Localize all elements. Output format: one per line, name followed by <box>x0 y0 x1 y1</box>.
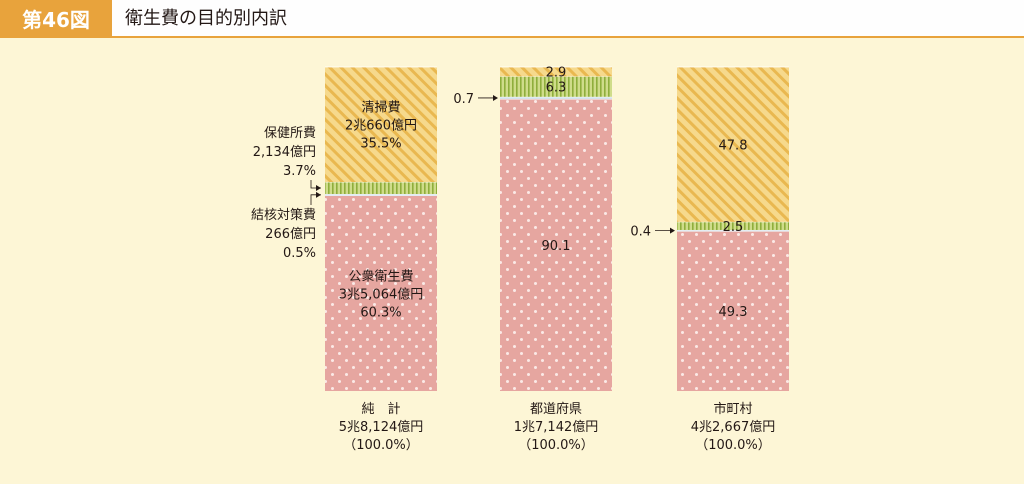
segment-label-public_health-0: 公衆衛生費 <box>348 268 413 284</box>
health-center-annotation: 保健所費 <box>264 126 316 141</box>
bar-segment-public_health-2 <box>677 231 789 391</box>
figure-number-badge: 第46図 <box>0 0 112 37</box>
municipal-tb-label: 0.4 <box>630 225 651 240</box>
category-label-2: 市町村 <box>713 401 752 417</box>
category-label-1: （100.0%） <box>518 438 594 453</box>
bar-segment-tuberculosis-0 <box>325 194 437 196</box>
category-label-2: 4兆2,667億円 <box>691 419 776 435</box>
category-label-1: 都道府県 <box>530 402 582 417</box>
bar-segment-health_center-2 <box>677 221 789 230</box>
bar-segment-public_health-0 <box>325 195 437 391</box>
category-label-0: 5兆8,124億円 <box>339 419 424 435</box>
category-label-0: （100.0%） <box>343 438 419 453</box>
leader-arrowhead <box>316 191 321 198</box>
bar-segment-cleaning-2 <box>677 67 789 222</box>
tuberculosis-annotation: 266億円 <box>265 226 316 242</box>
bar-segment-public_health-1 <box>500 99 612 392</box>
header-bar <box>0 0 1024 36</box>
segment-label-cleaning-0: 35.5% <box>360 137 401 152</box>
prefecture-tb-arrowhead <box>493 94 498 101</box>
segment-label-cleaning-0: 2兆660億円 <box>345 118 417 134</box>
segment-label-public_health-2: 49.3 <box>719 305 748 320</box>
tuberculosis-annotation: 結核対策費 <box>251 207 316 223</box>
health-center-annotation: 3.7% <box>283 164 316 179</box>
segment-label-cleaning-2: 47.8 <box>719 138 748 153</box>
municipal-tb-arrowhead <box>670 227 675 234</box>
segment-label-cleaning-1: 2.9 <box>546 66 567 81</box>
bar-segment-health_center-1 <box>500 76 612 97</box>
bar-segment-health_center-0 <box>325 182 437 195</box>
category-label-0: 純 計 <box>361 401 400 417</box>
bar-segment-tuberculosis-2 <box>677 229 789 232</box>
segment-label-health_center-2: 2.5 <box>723 220 744 235</box>
segment-label-public_health-1: 90.1 <box>542 239 571 254</box>
segment-label-health_center-1: 6.3 <box>546 81 567 96</box>
segment-label-cleaning-0: 清掃費 <box>361 100 400 116</box>
health-center-annotation: 2,134億円 <box>253 144 316 160</box>
segment-label-public_health-0: 3兆5,064億円 <box>339 286 424 302</box>
header-divider <box>0 36 1024 38</box>
prefecture-tb-label: 0.7 <box>453 92 474 107</box>
category-label-1: 1兆7,142億円 <box>514 419 599 435</box>
leader-arrowhead <box>316 185 321 192</box>
bar-segment-cleaning-1 <box>500 67 612 77</box>
segment-label-public_health-0: 60.3% <box>360 305 401 320</box>
bar-segment-tuberculosis-1 <box>500 96 612 100</box>
tuberculosis-annotation: 0.5% <box>283 246 316 261</box>
bar-segment-cleaning-0 <box>325 67 437 183</box>
figure-title: 衛生費の目的別内訳 <box>125 8 287 29</box>
category-label-2: （100.0%） <box>695 438 771 453</box>
